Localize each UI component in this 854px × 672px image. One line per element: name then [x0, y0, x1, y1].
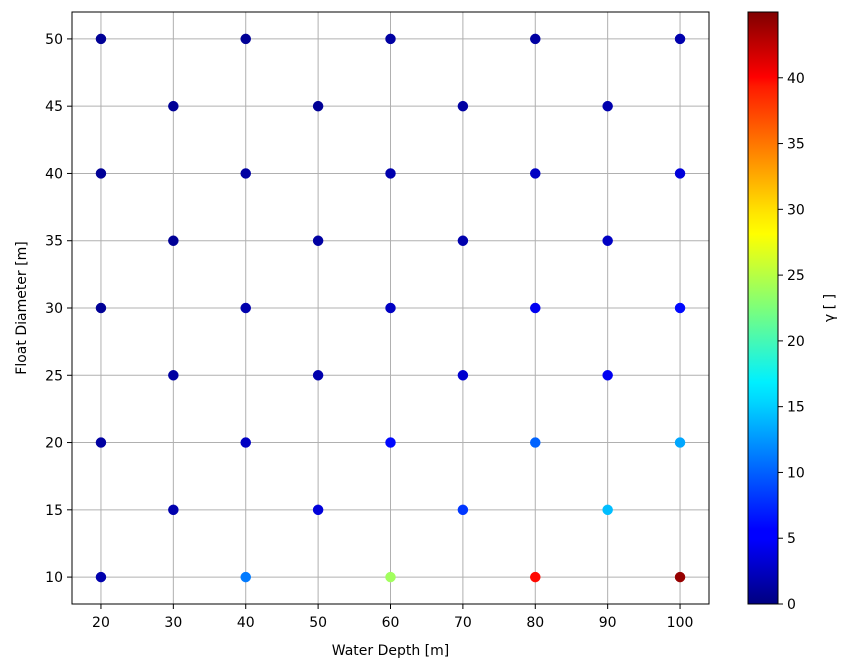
data-point: [602, 100, 613, 112]
data-point: [530, 571, 541, 583]
x-tick-label: 70: [454, 615, 472, 631]
data-point: [168, 504, 179, 516]
data-point: [240, 571, 251, 583]
x-tick-label: 40: [237, 615, 255, 631]
x-tick-label: 20: [92, 615, 110, 631]
data-point: [530, 302, 541, 314]
y-axis-label: Float Diameter [m]: [14, 241, 30, 374]
data-point: [385, 302, 396, 314]
colorbar-tick-label: 25: [787, 268, 805, 284]
data-point: [674, 168, 686, 179]
data-point: [168, 370, 179, 381]
x-tick-label: 50: [309, 615, 327, 631]
data-point: [385, 33, 396, 45]
data-point: [385, 437, 396, 448]
data-point: [312, 100, 324, 112]
colorbar-tick-label: 0: [787, 597, 796, 613]
y-axis-ticks: 10 15 20 25 30 35 40 45 50: [45, 32, 72, 586]
x-tick-label: 90: [599, 615, 617, 631]
x-tick-label: 80: [526, 615, 544, 631]
data-point: [95, 33, 107, 45]
data-point: [312, 504, 324, 516]
data-point: [674, 437, 686, 448]
data-point: [240, 33, 251, 45]
data-point: [602, 370, 613, 381]
colorbar-tick-label: 5: [787, 531, 796, 547]
colorbar-label: γ [ ]: [822, 294, 838, 322]
data-point: [240, 302, 251, 314]
x-axis-ticks: 20 30 40 50 60 70 80 90 100: [92, 604, 693, 631]
data-point: [674, 33, 686, 45]
colorbar-tick-label: 15: [787, 400, 805, 416]
colorbar-tick-label: 30: [787, 202, 805, 218]
x-tick-label: 30: [164, 615, 182, 631]
data-point: [385, 571, 396, 583]
colorbar-ticks: 0 5 10 15 20 25 30 35 40: [778, 71, 805, 613]
data-point: [240, 437, 251, 448]
data-point: [95, 571, 107, 583]
data-point: [457, 235, 469, 246]
data-point: [240, 168, 251, 179]
y-tick-label: 20: [45, 436, 63, 452]
y-tick-label: 15: [45, 503, 63, 519]
colorbar-tick-label: 40: [787, 71, 805, 87]
x-tick-label: 60: [382, 615, 400, 631]
y-tick-label: 45: [45, 99, 63, 115]
data-point: [602, 235, 613, 246]
colorbar: [747, 11, 779, 605]
colorbar-tick-label: 35: [787, 137, 805, 153]
data-point: [457, 504, 469, 516]
y-tick-label: 10: [45, 570, 63, 586]
data-point: [530, 33, 541, 45]
colorbar-tick-label: 10: [787, 465, 805, 481]
data-point: [457, 370, 469, 381]
data-points: [95, 33, 686, 583]
data-point: [168, 235, 179, 246]
y-tick-label: 35: [45, 234, 63, 250]
data-point: [674, 302, 686, 314]
data-point: [385, 168, 396, 179]
data-point: [95, 168, 107, 179]
y-tick-label: 25: [45, 368, 63, 384]
y-tick-label: 40: [45, 166, 63, 182]
data-point: [530, 168, 541, 179]
data-point: [312, 235, 324, 246]
data-point: [312, 370, 324, 381]
y-tick-label: 50: [45, 32, 63, 48]
data-point: [95, 437, 107, 448]
data-point: [95, 302, 107, 314]
colorbar-tick-label: 20: [787, 334, 805, 350]
data-point: [168, 100, 179, 112]
y-tick-label: 30: [45, 301, 63, 317]
data-point: [457, 100, 469, 112]
data-point: [674, 571, 686, 583]
data-point: [530, 437, 541, 448]
x-tick-label: 100: [667, 615, 694, 631]
data-point: [602, 504, 613, 516]
x-axis-label: Water Depth [m]: [332, 643, 450, 659]
